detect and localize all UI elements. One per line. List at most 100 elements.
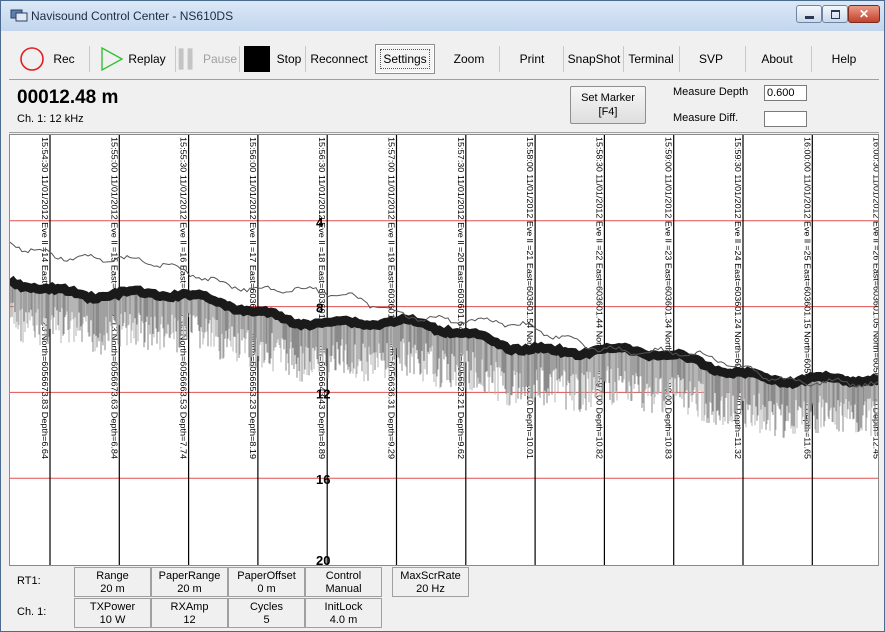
depth-scale-label: 20 [316,553,330,566]
toolbar-separator [745,46,746,72]
param-name: PaperOffset [237,570,296,582]
param-value: 5 [263,614,270,626]
secondary-echo-trace [10,241,878,388]
toolbar-separator [239,46,240,72]
pause-label: Pause [202,52,237,66]
close-button[interactable]: ✕ [848,5,880,23]
rx-amp-param[interactable]: RXAmp 12 [151,598,228,628]
tx-power-param[interactable]: TXPower 10 W [74,598,151,628]
snapshot-button[interactable]: SnapShot [565,44,623,74]
snapshot-label: SnapShot [567,52,621,66]
time-marker-label: 15:59:30 11/01/2012 Eve ll =24 East=6036… [733,137,742,460]
echo-returns [10,241,878,438]
zoom-button[interactable]: Zoom [439,44,499,74]
terminal-button[interactable]: Terminal [625,44,677,74]
status-panel: 00012.48 m Ch. 1: 12 kHz Set Marker [F4]… [9,79,879,133]
param-value: 0 m [257,583,276,595]
settings-label: Settings [383,52,427,66]
param-name: Range [96,570,129,582]
stop-icon [243,46,270,72]
stop-label: Stop [276,52,302,66]
toolbar: Rec Replay Pause Stop Reconnect Settings… [9,44,879,74]
toolbar-separator [623,46,624,72]
play-icon [101,46,124,72]
param-name: MaxScrRate [400,570,461,582]
print-label: Print [519,52,545,66]
param-value: 12 [183,614,196,626]
rt1-label: RT1: [17,575,41,587]
settings-button[interactable]: Settings [375,44,435,74]
depth-scale-label: 12 [316,386,330,401]
param-name: PaperRange [158,570,221,582]
param-value: 20 m [177,583,202,595]
time-marker-label: 15:56:00 11/01/2012 Eve ll =17 East=6036… [248,137,257,460]
channel-frequency: Ch. 1: 12 kHz [17,113,84,125]
reconnect-label: Reconnect [310,52,368,66]
toolbar-separator [499,46,500,72]
replay-button[interactable]: Replay [93,44,173,74]
set-marker-label: Set Marker [581,92,635,104]
replay-label: Replay [128,52,166,66]
print-button[interactable]: Print [503,44,561,74]
depth-scale-label: 4 [316,215,324,230]
depth-scale-labels: 4 8 12 16 20 [316,215,330,566]
toolbar-separator [679,46,680,72]
window-title: Navisound Control Center - NS610DS [31,9,234,23]
control-param[interactable]: Control Manual [305,567,382,597]
param-value: 20 Hz [416,583,445,595]
measure-diff-field[interactable] [764,111,807,127]
depth-scale-label: 16 [316,472,330,487]
param-value: 4.0 m [329,614,358,626]
set-marker-button[interactable]: Set Marker [F4] [570,86,646,124]
zoom-label: Zoom [453,52,485,66]
depth-readout: 00012.48 m [17,87,119,108]
paper-offset-param[interactable]: PaperOffset 0 m [228,567,305,597]
time-marker-label: 15:57:30 11/01/2012 Eve ll =20 East=6036… [456,137,465,460]
measure-depth-field[interactable]: 0.600 [764,85,807,101]
about-label: About [761,52,793,66]
paper-range-param[interactable]: PaperRange 20 m [151,567,228,597]
time-marker-label: 16:00:30 11/01/2012 Eve ll =26 East=6036… [872,137,879,460]
app-icon [10,9,28,22]
param-name: RXAmp [170,601,209,613]
stop-button[interactable]: Stop [242,44,302,74]
time-marker-label: 15:58:30 11/01/2012 Eve ll =22 East=6036… [594,137,603,460]
toolbar-separator [89,46,90,72]
time-marker-label: 15:57:00 11/01/2012 Eve ll =19 East=6036… [387,137,396,460]
title-bar[interactable]: Navisound Control Center - NS610DS ✕ [1,1,884,31]
echogram-canvas: 15:54:30 11/01/2012 Eve ll =14 East=6036… [10,135,879,566]
init-lock-param[interactable]: InitLock 4.0 m [305,598,382,628]
time-marker-label: 15:58:00 11/01/2012 Eve ll =21 East=6036… [525,137,534,460]
rec-button[interactable]: Rec [9,44,85,74]
time-marker-lines: 15:54:30 11/01/2012 Eve ll =14 East=6036… [40,135,879,565]
toolbar-separator [305,46,306,72]
reconnect-button[interactable]: Reconnect [307,44,371,74]
param-value: 20 m [100,583,125,595]
cycles-param[interactable]: Cycles 5 [228,598,305,628]
param-name: Cycles [249,601,283,613]
about-button[interactable]: About [747,44,807,74]
record-icon [20,47,45,71]
range-param[interactable]: Range 20 m [74,567,151,597]
param-value: 10 W [99,614,126,626]
time-marker-label: 15:59:00 11/01/2012 Eve ll =23 East=6036… [664,137,673,460]
toolbar-separator [811,46,812,72]
param-name: TXPower [89,601,136,613]
svp-button[interactable]: SVP [681,44,741,74]
depth-scale-label: 8 [316,301,323,316]
maximize-button[interactable] [822,5,848,23]
parameter-panel: RT1: Ch. 1: Range 20 m PaperRange 20 m Pap… [9,567,879,629]
measure-diff-label: Measure Diff. [673,112,739,124]
help-label: Help [831,52,857,66]
param-name: InitLock [324,601,363,613]
svp-label: SVP [698,52,723,66]
help-button[interactable]: Help [813,44,875,74]
rec-label: Rec [53,52,75,66]
time-marker-label: 15:56:30 11/01/2012 Eve ll =18 East=6036… [317,137,326,460]
ch1-label: Ch. 1: [17,606,47,618]
pause-button[interactable]: Pause [177,44,237,74]
bottom-echo-trace [10,275,878,390]
max-scr-rate-param[interactable]: MaxScrRate 20 Hz [392,567,469,597]
echogram-display[interactable]: 15:54:30 11/01/2012 Eve ll =14 East=6036… [9,134,879,566]
minimize-button[interactable] [796,5,822,23]
